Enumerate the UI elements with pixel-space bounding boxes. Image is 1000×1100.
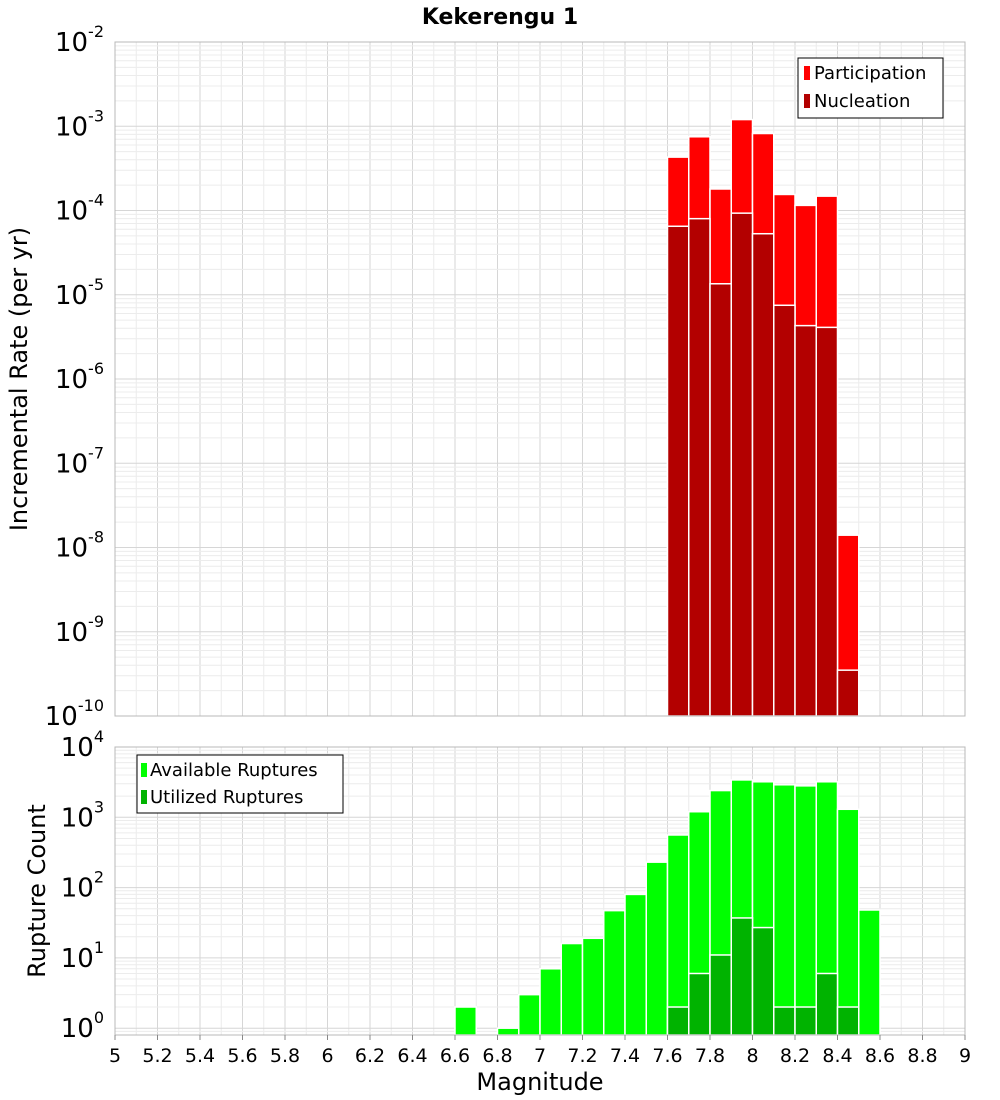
count-y-ticks: 100 101 102 103 104 — [61, 727, 104, 1044]
x-tick-label: 6.6 — [440, 1045, 470, 1067]
count-bar-utilized-ruptures — [751, 926, 775, 1036]
nucleation-legend-label: Nucleation — [814, 91, 910, 112]
x-tick-label: 5 — [109, 1045, 121, 1067]
count-bars — [454, 779, 881, 1036]
rate-y-tick-label: 10-2 — [55, 22, 104, 58]
rate-bars — [666, 118, 860, 717]
x-tick-label: 5.6 — [227, 1045, 257, 1067]
count-bar-available-ruptures — [666, 834, 690, 1036]
count-bar-available-ruptures — [624, 893, 647, 1036]
count-bar-utilized-ruptures — [666, 1006, 690, 1036]
rate-bar-nucleation — [815, 326, 839, 717]
count-bar-available-ruptures — [496, 1027, 520, 1036]
x-axis-title: Magnitude — [476, 1068, 603, 1096]
count-bar-available-ruptures — [454, 1006, 477, 1036]
x-tick-label: 7.2 — [567, 1045, 597, 1067]
count-bar-utilized-ruptures — [709, 954, 732, 1036]
x-axis-ticks: 5 5.2 5.4 5.6 5.8 6 6.2 6.4 6.6 6.8 7 7.2 7.4 7.6 7.8 8… — [109, 1035, 971, 1067]
x-tick-label: 8.2 — [780, 1045, 810, 1067]
rate-bar-nucleation — [666, 225, 690, 717]
x-tick-label: 7.4 — [610, 1045, 640, 1067]
rate-legend-box — [797, 57, 944, 119]
count-y-tick-label: 103 — [61, 797, 104, 833]
count-bar-available-ruptures — [539, 968, 562, 1036]
rate-y-tick-label: 10-5 — [55, 275, 104, 311]
x-tick-label: 7 — [534, 1045, 546, 1067]
rate-bar-nucleation — [836, 669, 860, 717]
count-bar-available-ruptures — [603, 909, 626, 1036]
rate-bar-nucleation — [709, 283, 732, 717]
rate-bar-nucleation — [730, 212, 754, 717]
rate-legend: Participation Nucleation — [797, 57, 944, 119]
count-y-tick-label: 100 — [61, 1008, 104, 1044]
count-y-axis-title: Rupture Count — [23, 804, 51, 978]
rate-bar-nucleation — [773, 304, 796, 717]
rate-bar-nucleation — [794, 324, 817, 717]
x-tick-label: 7.8 — [695, 1045, 725, 1067]
x-tick-label: 8.4 — [822, 1045, 852, 1067]
count-plot-panel: 100 101 102 103 104 5 5.2 5.4 5.6 5.8 6 6.2 6.4 6.6 6… — [23, 727, 971, 1096]
rate-y-tick-label: 10-3 — [55, 106, 104, 142]
count-bar-available-ruptures — [645, 861, 669, 1036]
count-y-tick-label: 104 — [61, 727, 104, 763]
rate-bar-nucleation — [751, 232, 775, 717]
count-bar-utilized-ruptures — [836, 1006, 860, 1036]
x-tick-label: 5.4 — [185, 1045, 215, 1067]
count-legend: Available Ruptures Utilized Ruptures — [136, 754, 344, 814]
rate-y-tick-label: 10-8 — [55, 528, 104, 564]
x-tick-label: 6 — [321, 1045, 333, 1067]
rate-bar-nucleation — [688, 217, 711, 717]
nucleation-legend-swatch — [804, 94, 810, 108]
count-bar-available-ruptures — [773, 784, 796, 1036]
x-tick-label: 6.2 — [355, 1045, 385, 1067]
x-tick-label: 8 — [746, 1045, 758, 1067]
rate-y-axis-title: Incremental Rate (per yr) — [5, 227, 33, 531]
utilized-legend-swatch — [141, 790, 147, 804]
count-bar-available-ruptures — [581, 937, 605, 1036]
count-bar-available-ruptures — [836, 808, 860, 1036]
count-bar-available-ruptures — [858, 909, 881, 1036]
count-y-tick-label: 102 — [61, 868, 104, 904]
participation-legend-label: Participation — [814, 63, 926, 84]
rate-plot-panel: 10-10 10-9 10-8 10-7 10-6 10-5 10-4 10-3 10-2 In… — [5, 22, 966, 732]
rate-plot-frame — [114, 41, 966, 717]
count-bar-utilized-ruptures — [773, 1006, 796, 1036]
rate-y-tick-label: 10-6 — [55, 359, 104, 395]
x-tick-label: 6.4 — [397, 1045, 427, 1067]
rate-y-tick-label: 10-4 — [55, 191, 104, 227]
count-legend-box — [136, 754, 344, 814]
rate-y-tick-label: 10-9 — [55, 612, 104, 648]
count-y-tick-label: 101 — [61, 938, 104, 974]
available-legend-swatch — [141, 763, 147, 777]
count-bar-utilized-ruptures — [815, 972, 839, 1036]
x-tick-label: 5.8 — [270, 1045, 300, 1067]
count-bar-utilized-ruptures — [688, 972, 711, 1036]
rate-y-ticks: 10-10 10-9 10-8 10-7 10-6 10-5 10-4 10-3 10-2 — [45, 22, 104, 732]
x-tick-label: 9 — [959, 1045, 971, 1067]
available-legend-label: Available Ruptures — [150, 760, 318, 781]
count-bar-utilized-ruptures — [794, 1006, 817, 1036]
x-tick-label: 8.8 — [907, 1045, 937, 1067]
count-bar-available-ruptures — [794, 785, 817, 1036]
count-bar-available-ruptures — [560, 942, 584, 1036]
utilized-legend-label: Utilized Ruptures — [150, 787, 303, 808]
x-tick-label: 6.8 — [482, 1045, 512, 1067]
count-bar-utilized-ruptures — [730, 917, 754, 1036]
rate-y-tick-label: 10-10 — [45, 696, 104, 732]
x-tick-label: 5.2 — [142, 1045, 172, 1067]
participation-legend-swatch — [804, 66, 810, 80]
rate-grid — [114, 41, 966, 717]
chart-title: Kekerengu 1 — [422, 5, 578, 30]
x-tick-label: 7.6 — [652, 1045, 682, 1067]
x-tick-label: 8.6 — [865, 1045, 895, 1067]
rate-y-tick-label: 10-7 — [55, 443, 104, 479]
count-bar-available-ruptures — [518, 993, 541, 1036]
